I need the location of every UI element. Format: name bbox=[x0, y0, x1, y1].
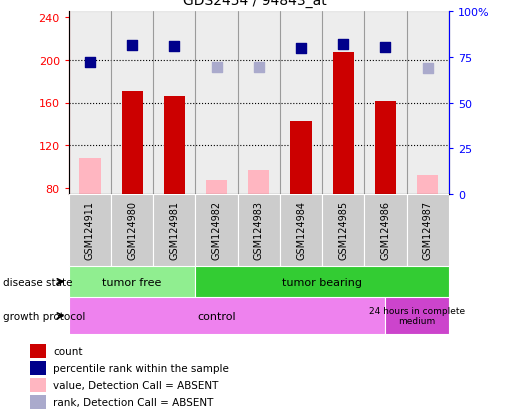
Text: tumor free: tumor free bbox=[102, 277, 161, 287]
Bar bbox=[163, 97, 185, 194]
Text: GSM124981: GSM124981 bbox=[169, 201, 179, 260]
Bar bbox=[363, 194, 406, 266]
Bar bbox=[322, 194, 363, 266]
Bar bbox=[332, 53, 353, 194]
Bar bbox=[195, 194, 237, 266]
Text: GSM124983: GSM124983 bbox=[253, 201, 263, 260]
Bar bbox=[237, 194, 279, 266]
Bar bbox=[406, 12, 448, 194]
Bar bbox=[363, 12, 406, 194]
Bar bbox=[248, 171, 269, 194]
Bar bbox=[237, 12, 279, 194]
Bar bbox=[111, 194, 153, 266]
Text: GSM124987: GSM124987 bbox=[422, 201, 432, 260]
Text: value, Detection Call = ABSENT: value, Detection Call = ABSENT bbox=[53, 380, 218, 390]
Text: tumor bearing: tumor bearing bbox=[281, 277, 361, 287]
Text: control: control bbox=[197, 311, 236, 321]
Text: GSM124911: GSM124911 bbox=[85, 201, 95, 260]
Bar bbox=[30, 395, 46, 409]
Text: GSM124985: GSM124985 bbox=[337, 201, 348, 260]
Bar bbox=[385, 297, 448, 335]
Bar bbox=[69, 12, 111, 194]
Bar bbox=[290, 121, 311, 194]
Bar bbox=[153, 12, 195, 194]
Bar bbox=[416, 176, 437, 194]
Bar bbox=[30, 378, 46, 392]
Point bbox=[170, 43, 178, 50]
Point bbox=[86, 59, 94, 66]
Bar bbox=[206, 180, 227, 194]
Bar bbox=[111, 12, 153, 194]
Text: disease state: disease state bbox=[3, 277, 72, 287]
Text: GSM124984: GSM124984 bbox=[295, 201, 305, 260]
Text: 24 hours in complete
medium: 24 hours in complete medium bbox=[369, 306, 464, 325]
Bar bbox=[195, 266, 448, 297]
Bar bbox=[69, 194, 111, 266]
Bar bbox=[121, 92, 143, 194]
Bar bbox=[30, 344, 46, 358]
Point bbox=[338, 41, 347, 48]
Bar bbox=[279, 194, 322, 266]
Point bbox=[381, 44, 389, 51]
Bar bbox=[153, 194, 195, 266]
Bar bbox=[279, 12, 322, 194]
Bar bbox=[30, 361, 46, 375]
Text: GSM124986: GSM124986 bbox=[380, 201, 390, 260]
Point bbox=[254, 65, 263, 71]
Text: percentile rank within the sample: percentile rank within the sample bbox=[53, 363, 229, 373]
Bar bbox=[69, 297, 385, 335]
Point bbox=[423, 66, 431, 72]
Bar bbox=[69, 266, 195, 297]
Point bbox=[212, 65, 220, 71]
Text: GSM124982: GSM124982 bbox=[211, 201, 221, 260]
Point bbox=[296, 45, 304, 52]
Bar bbox=[322, 12, 363, 194]
Text: rank, Detection Call = ABSENT: rank, Detection Call = ABSENT bbox=[53, 397, 213, 407]
Bar bbox=[406, 194, 448, 266]
Text: GSM124980: GSM124980 bbox=[127, 201, 137, 260]
Text: GDS2454 / 94843_at: GDS2454 / 94843_at bbox=[183, 0, 326, 8]
Bar bbox=[195, 12, 237, 194]
Bar bbox=[374, 102, 395, 194]
Text: growth protocol: growth protocol bbox=[3, 311, 85, 321]
Point bbox=[128, 42, 136, 49]
Text: count: count bbox=[53, 347, 82, 356]
Bar bbox=[79, 159, 100, 194]
